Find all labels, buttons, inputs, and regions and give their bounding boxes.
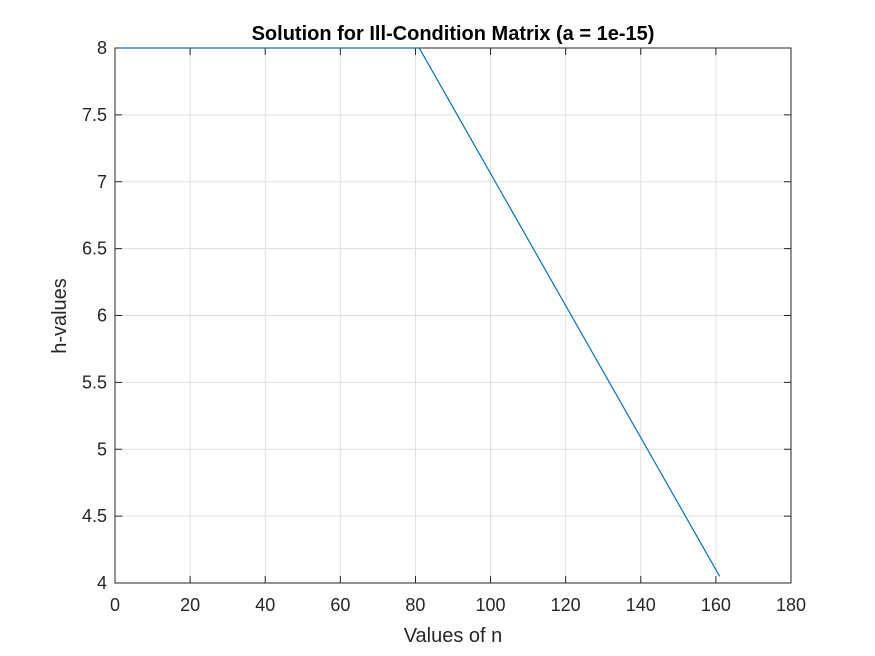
y-tick-label: 7 bbox=[97, 172, 107, 192]
y-tick-label: 8 bbox=[97, 38, 107, 58]
x-tick-label: 20 bbox=[180, 595, 200, 615]
x-tick-label: 140 bbox=[626, 595, 656, 615]
grid bbox=[114, 47, 792, 584]
y-tick-label: 6.5 bbox=[82, 239, 107, 259]
x-tick-label: 60 bbox=[330, 595, 350, 615]
y-tick-label: 4 bbox=[97, 573, 107, 593]
chart-title: Solution for Ill-Condition Matrix (a = 1… bbox=[252, 23, 655, 45]
y-tick-label: 6 bbox=[97, 306, 107, 326]
x-tick-label: 0 bbox=[110, 595, 120, 615]
y-tick-label: 4.5 bbox=[82, 506, 107, 526]
axis-ticks: 0 20 40 60 80 100 120 140 160 180 4 4.5 5 5.5 6 6.5 7 7.5… bbox=[82, 38, 806, 615]
y-tick-label: 7.5 bbox=[82, 105, 107, 125]
series-line bbox=[118, 47, 721, 577]
x-tick-label: 80 bbox=[405, 595, 425, 615]
x-axis-title: Values of n bbox=[404, 625, 503, 647]
x-tick-label: 40 bbox=[255, 595, 275, 615]
x-tick-label: 180 bbox=[776, 595, 806, 615]
y-tick-label: 5 bbox=[97, 439, 107, 459]
x-tick-label: 100 bbox=[476, 595, 506, 615]
series-layer bbox=[118, 47, 721, 577]
y-axis-title: h-values bbox=[49, 278, 71, 354]
x-tick-label: 160 bbox=[701, 595, 731, 615]
x-tick-label: 120 bbox=[551, 595, 581, 615]
y-tick-label: 5.5 bbox=[82, 372, 107, 392]
